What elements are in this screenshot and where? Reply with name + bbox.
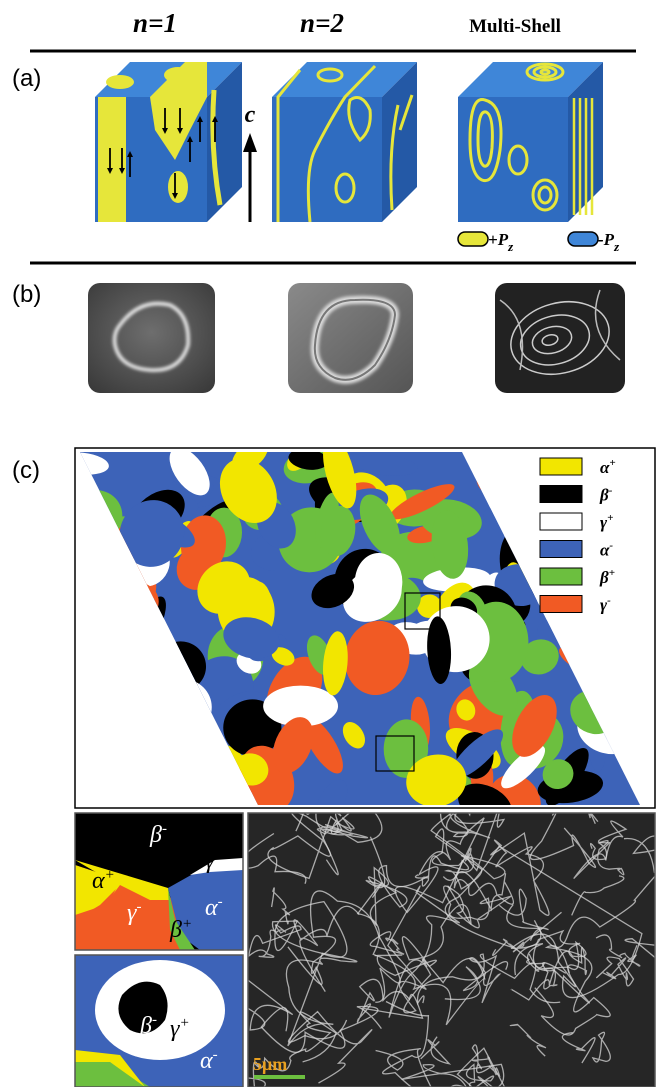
region-sup: - [213,1047,218,1063]
legend-sup: + [609,457,615,469]
column-heading: n=1 [133,8,177,38]
legend-symbol: β [599,568,609,587]
legend-label: +Pz [488,230,514,254]
legend-symbol: P [603,230,615,249]
cube-front [272,97,382,222]
region-sup: - [152,1012,157,1028]
domain [106,75,134,89]
column-heading: Multi-Shell [469,16,561,37]
legend-symbol: β [599,486,609,505]
pfm-image [88,283,215,393]
region-symbol: α [205,895,218,921]
legend-sup: + [607,512,613,524]
region-sup: + [105,867,115,883]
legend-swatch [458,232,488,246]
cube [95,62,242,222]
legend-sub: z [507,239,514,254]
cube [272,62,417,222]
legend-sup: - [609,540,613,552]
legend-symbol: P [497,230,509,249]
inset [75,955,243,1087]
region-sup: + [214,847,224,863]
legend-sign: + [488,230,498,249]
domain [164,67,192,83]
pfm-image [495,283,625,393]
region-symbol: β [149,822,162,848]
legend-swatch [540,541,582,558]
domain [168,171,188,203]
scale-bar-label: 5μm [253,1054,287,1074]
legend-swatch [540,513,582,530]
region-symbol: α [200,1048,213,1074]
region-symbol: β [169,917,182,943]
region-sup: + [179,1015,189,1031]
axis-label: c [245,102,256,128]
legend-sup: + [609,567,615,579]
region-sup: - [136,899,141,915]
region-sup: - [162,821,167,837]
region-symbol: β [139,1013,152,1039]
legend-swatch [540,486,582,503]
panel-label: (a) [12,65,41,92]
cube [458,62,603,222]
region-sup: + [182,916,192,932]
legend-swatch [540,458,582,475]
axis-arrow-head [243,133,257,152]
legend-sub: z [613,239,620,254]
region-symbol: α [92,868,105,894]
legend-swatch [540,568,582,585]
panel-label: (b) [12,281,41,308]
region-sup: - [218,894,223,910]
legend-sup: - [607,595,611,607]
figure: n=1n=2Multi-Shell(a)(b)(c)c+Pz-Pzα+β-γ+α… [0,0,665,1087]
panel-label: (c) [12,457,40,484]
legend-label: -Pz [598,230,620,254]
legend-swatch [540,596,582,613]
legend-sup: - [609,485,613,497]
cube-front [458,97,568,222]
legend-swatch [568,232,598,246]
column-heading: n=2 [300,8,344,38]
